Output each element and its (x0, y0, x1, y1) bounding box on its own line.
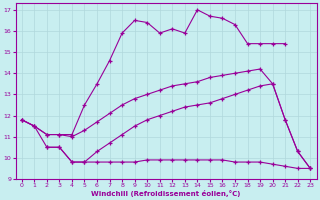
X-axis label: Windchill (Refroidissement éolien,°C): Windchill (Refroidissement éolien,°C) (91, 190, 241, 197)
